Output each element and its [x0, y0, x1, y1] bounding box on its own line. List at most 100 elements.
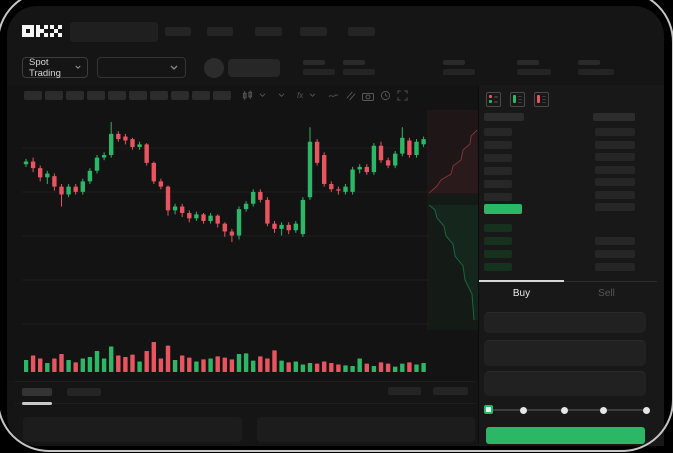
sidebar-divider — [478, 86, 479, 444]
chevron-down-icon[interactable] — [278, 93, 285, 98]
slider-handle-active[interactable] — [484, 405, 493, 414]
search-skeleton[interactable] — [70, 22, 158, 42]
fullscreen-icon[interactable] — [397, 90, 408, 101]
volume-bar — [329, 363, 334, 372]
volume-bar — [272, 350, 277, 372]
candle-body — [180, 206, 185, 214]
orderbook-amount-row[interactable] — [595, 237, 635, 245]
toolbar-skeleton-block[interactable] — [171, 91, 189, 100]
volume-bar — [251, 360, 256, 372]
chevron-down-icon[interactable] — [259, 93, 266, 98]
order-amount-field[interactable] — [484, 340, 646, 366]
orderbook-amount-row[interactable] — [595, 190, 635, 199]
toolbar-skeleton-block[interactable] — [192, 91, 210, 100]
nav-item-3[interactable] — [255, 27, 282, 36]
volume-bar — [151, 342, 156, 372]
toolbar-skeleton-block[interactable] — [87, 91, 105, 100]
volume-bar — [407, 362, 412, 372]
clock-icon[interactable] — [380, 90, 391, 101]
bottom-section-divider — [15, 381, 475, 382]
orderbook-amount-row[interactable] — [595, 165, 635, 174]
candlestick-chart[interactable] — [22, 110, 428, 338]
chart-toolbar-icons: fx — [236, 89, 408, 102]
candle-body — [393, 153, 398, 166]
orderbook-price-row[interactable] — [484, 128, 512, 136]
orderbook-bid-price-row[interactable] — [484, 237, 512, 245]
candle-body — [421, 139, 426, 145]
volume-bar — [38, 358, 43, 372]
fx-icon[interactable]: fx — [297, 91, 304, 100]
line-style-icon[interactable] — [328, 92, 339, 100]
book-sells-icon[interactable] — [534, 92, 549, 107]
tab-sell[interactable]: Sell — [598, 288, 615, 299]
slider-step-dot[interactable] — [600, 406, 608, 414]
toolbar-skeleton-block[interactable] — [213, 91, 231, 100]
orders-action-2[interactable] — [433, 387, 468, 395]
orderbook-amount-row[interactable] — [595, 203, 635, 211]
orderbook-amount-row[interactable] — [595, 128, 635, 136]
candle-body — [286, 224, 291, 231]
volume-bar — [101, 358, 107, 372]
candle-body — [307, 141, 313, 198]
candle-body — [272, 223, 277, 229]
candle-body — [364, 166, 369, 173]
volume-bar — [307, 363, 313, 372]
book-combined-icon[interactable] — [486, 92, 501, 107]
volume-bar — [364, 363, 369, 372]
chevron-down-icon[interactable] — [309, 93, 316, 98]
orderbook-amount-row[interactable] — [595, 178, 635, 186]
volume-bar — [208, 358, 213, 372]
toolbar-skeleton-block[interactable] — [108, 91, 126, 100]
candle-body — [258, 191, 263, 200]
candles-icon[interactable] — [242, 90, 253, 101]
camera-icon[interactable] — [362, 91, 375, 101]
nav-item-1[interactable] — [165, 27, 191, 36]
orderbook-price-row[interactable] — [484, 180, 512, 188]
orderbook-amount-row[interactable] — [595, 153, 635, 161]
toolbar-skeleton-block[interactable] — [66, 91, 84, 100]
trade-tabs-divider — [479, 281, 657, 282]
nav-item-4[interactable] — [300, 27, 327, 36]
orderbook-price-row[interactable] — [484, 154, 512, 162]
book-buys-icon[interactable] — [510, 92, 525, 107]
order-total-field[interactable] — [484, 371, 646, 396]
buy-submit-button[interactable] — [486, 427, 645, 444]
orderbook-amount-row[interactable] — [595, 250, 635, 258]
slider-step-dot[interactable] — [560, 406, 568, 414]
nav-item-5[interactable] — [348, 27, 375, 36]
toolbar-skeleton-block[interactable] — [129, 91, 147, 100]
orderbook-bid-price-row[interactable] — [484, 224, 512, 232]
nav-item-2[interactable] — [207, 27, 233, 36]
chart-zone-bg — [7, 85, 478, 381]
orderbook-price-row[interactable] — [484, 193, 512, 201]
orders-row-skeleton-left — [23, 417, 242, 442]
slider-step-dot[interactable] — [520, 406, 528, 414]
orders-tab-2[interactable] — [67, 388, 101, 396]
last-price-badge — [484, 204, 522, 214]
orders-action-1[interactable] — [388, 387, 421, 395]
orderbook-amount-row[interactable] — [595, 140, 635, 149]
compare-icon[interactable] — [345, 90, 356, 101]
volume-bar — [172, 360, 178, 372]
order-price-field[interactable] — [484, 312, 646, 333]
toolbar-skeleton-block[interactable] — [45, 91, 63, 100]
orders-tab-active[interactable] — [22, 388, 52, 396]
chevron-down-icon — [75, 65, 81, 69]
volume-bar — [123, 357, 128, 372]
volume-bar — [116, 355, 121, 372]
orderbook-bid-price-row[interactable] — [484, 250, 512, 258]
pair-selector[interactable] — [97, 57, 186, 78]
candle-body — [357, 166, 362, 170]
orderbook-price-row[interactable] — [484, 167, 512, 175]
orderbook-bid-price-row[interactable] — [484, 263, 512, 271]
tab-buy[interactable]: Buy — [512, 288, 531, 299]
toolbar-skeleton-block[interactable] — [150, 91, 168, 100]
market-type-selector[interactable]: Spot Trading — [22, 57, 88, 79]
candle-body — [329, 184, 334, 190]
orderbook-price-row[interactable] — [484, 141, 512, 149]
toolbar-skeleton-block[interactable] — [24, 91, 42, 100]
orderbook-amount-row[interactable] — [595, 263, 635, 271]
coin-avatar — [204, 58, 224, 78]
candle-body — [194, 214, 199, 219]
candle-body — [187, 213, 192, 219]
